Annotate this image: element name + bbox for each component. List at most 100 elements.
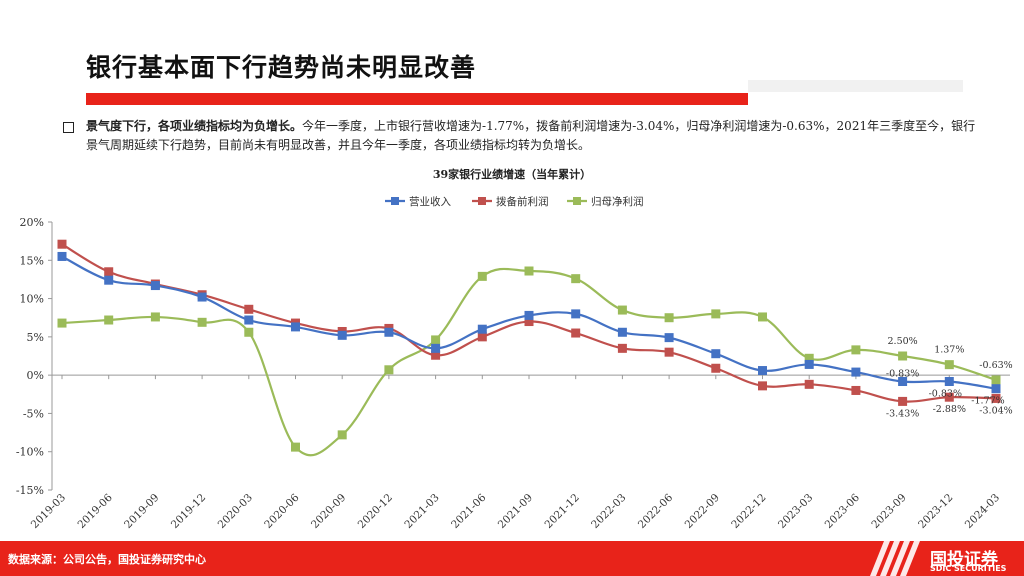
data-point-marker (384, 327, 394, 337)
x-tick-label: 2020-09 (309, 492, 348, 531)
data-point-marker (804, 353, 814, 363)
data-point-marker (758, 381, 767, 391)
data-point-marker (711, 309, 721, 319)
data-point-marker (197, 292, 207, 302)
legend-label: 营业收入 (409, 195, 451, 208)
y-tick-label: 10% (20, 293, 44, 306)
data-point-marker (664, 333, 674, 343)
x-tick-label: 2019-03 (29, 492, 68, 531)
data-point-marker (337, 430, 347, 440)
y-tick-label: 0% (27, 369, 44, 382)
data-label: 1.37% (934, 345, 964, 356)
data-point-marker (244, 315, 254, 325)
data-point-marker (291, 322, 300, 332)
x-tick-label: 2019-12 (169, 492, 208, 531)
data-point-marker (991, 375, 1001, 385)
data-point-marker (617, 305, 627, 315)
data-point-marker (944, 392, 954, 402)
data-point-marker (944, 360, 954, 370)
data-label: -1.77% (971, 396, 1004, 407)
company-logo-text: 国投证券 (930, 550, 998, 570)
data-point-marker (150, 312, 160, 322)
data-label: 2.50% (888, 336, 918, 347)
y-tick-label: 15% (20, 254, 44, 267)
data-point-marker (431, 335, 441, 345)
x-tick-label: 2024-03 (963, 492, 1002, 531)
data-point-marker (150, 281, 160, 291)
x-tick-label: 2021-06 (449, 491, 489, 531)
x-tick-label: 2023-03 (776, 492, 815, 531)
data-point-marker (804, 379, 814, 389)
x-tick-label: 2023-06 (823, 491, 863, 531)
data-label: -3.04% (979, 405, 1012, 416)
y-tick-label: -10% (16, 446, 44, 459)
data-point-marker (617, 327, 627, 337)
x-tick-label: 2019-09 (122, 492, 161, 531)
data-point-marker (617, 343, 627, 353)
data-point-marker (851, 367, 861, 377)
logo-stripes-icon (870, 541, 920, 576)
data-point-marker (898, 396, 908, 406)
x-tick-label: 2021-12 (542, 492, 581, 531)
data-point-marker (851, 385, 861, 395)
x-tick-label: 2020-06 (262, 491, 302, 531)
data-point-marker (804, 359, 814, 369)
data-point-marker (477, 332, 487, 342)
data-point-marker (431, 350, 441, 360)
legend-marker (573, 197, 581, 205)
data-point-marker (431, 343, 441, 353)
x-tick-label: 2022-12 (729, 492, 768, 531)
data-point-marker (244, 304, 254, 314)
title-accent-bar (748, 80, 963, 92)
data-point-marker (57, 318, 67, 328)
legend-marker (391, 197, 399, 205)
data-point-marker (898, 376, 908, 386)
data-point-marker (758, 366, 767, 376)
data-label: -3.43% (886, 408, 919, 419)
data-point-marker (477, 271, 487, 281)
data-point-marker (571, 328, 581, 338)
data-point-marker (851, 345, 861, 355)
chart-title: 39家银行业绩增速（当年累计） (432, 168, 592, 181)
summary-body-text: 今年一季度，上市银行营收增速为-1.77%，拨备前利润增速为-3.04%，归母净… (86, 119, 976, 152)
data-point-marker (477, 324, 487, 334)
data-point-marker (197, 317, 207, 327)
data-point-marker (898, 351, 908, 361)
bullet-square-icon (63, 122, 74, 133)
data-point-marker (384, 365, 394, 375)
data-point-marker (104, 267, 114, 277)
data-label: -0.83% (929, 388, 962, 399)
data-point-marker (57, 251, 67, 261)
summary-bold-lead: 景气度下行，各项业绩指标均为负增长。 (86, 119, 303, 133)
data-point-marker (991, 393, 1001, 403)
x-tick-label: 2023-12 (916, 492, 955, 531)
data-point-marker (758, 312, 767, 322)
y-tick-label: 20% (20, 216, 44, 229)
x-tick-label: 2021-03 (402, 492, 441, 531)
data-point-marker (711, 363, 721, 373)
data-point-marker (571, 274, 581, 284)
legend-label: 拨备前利润 (496, 195, 549, 208)
title-underline-bar (86, 93, 748, 105)
summary-paragraph: 景气度下行，各项业绩指标均为负增长。今年一季度，上市银行营收增速为-1.77%，… (86, 117, 986, 155)
data-point-marker (291, 442, 300, 452)
data-point-marker (524, 317, 534, 327)
data-point-marker (244, 327, 254, 337)
data-label: -2.88% (933, 404, 966, 415)
data-point-marker (57, 239, 67, 249)
data-point-marker (524, 310, 534, 320)
data-point-marker (104, 315, 114, 325)
x-tick-label: 2023-09 (869, 492, 908, 531)
x-tick-label: 2022-06 (636, 491, 676, 531)
company-logo-subtext: SDIC SECURITIES (930, 564, 1007, 573)
data-point-marker (664, 347, 674, 357)
data-source-note: 数据来源：公司公告，国投证券研究中心 (8, 553, 206, 566)
page-title: 银行基本面下行趋势尚未明显改善 (86, 53, 477, 82)
y-tick-label: -5% (23, 407, 44, 420)
data-point-marker (337, 330, 347, 340)
x-tick-label: 2022-09 (683, 492, 722, 531)
legend-marker (478, 197, 486, 205)
data-label: -0.63% (979, 360, 1012, 371)
data-label: -0.83% (886, 368, 919, 379)
legend-label: 归母净利润 (591, 195, 644, 208)
